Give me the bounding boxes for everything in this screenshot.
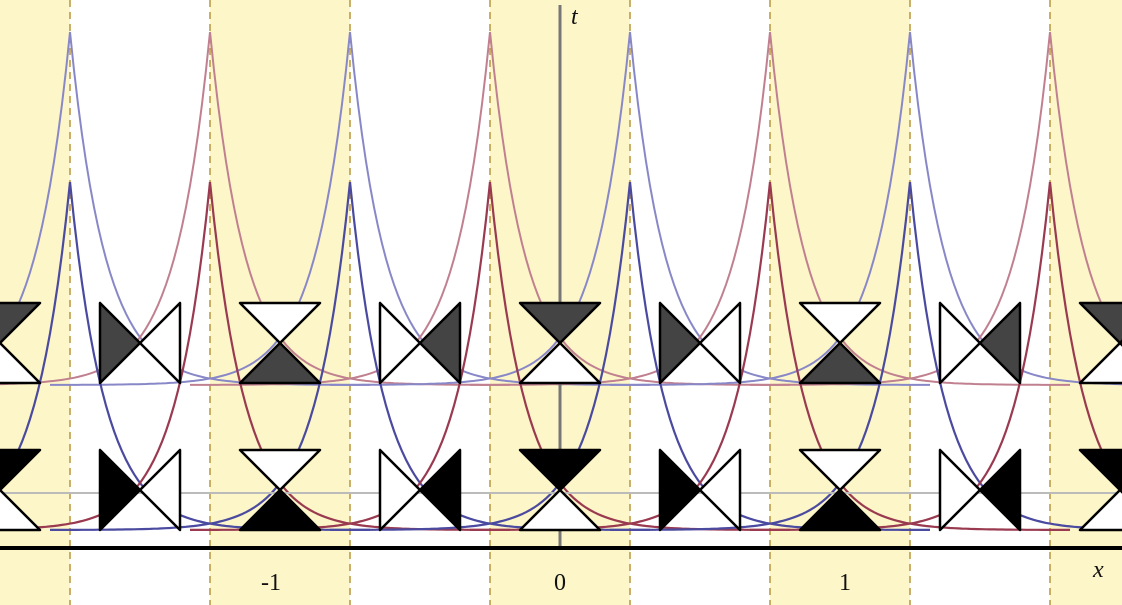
bowtie-half xyxy=(0,341,42,385)
bowtie-half xyxy=(98,301,142,385)
bowtie-half xyxy=(1078,488,1122,532)
bowtie-half xyxy=(378,301,422,385)
cusp-curve xyxy=(0,31,211,386)
bowtie-half xyxy=(0,488,42,532)
bowtie-half xyxy=(658,301,702,385)
bowtie-half xyxy=(1078,448,1122,492)
bowtie-half xyxy=(938,448,982,532)
cusp-curve xyxy=(1048,181,1122,488)
bowtie-half xyxy=(238,301,322,345)
bowtie-half xyxy=(98,448,142,532)
bowtie-half xyxy=(978,448,1022,532)
x-axis-label: x xyxy=(1092,557,1104,583)
cusp-curve xyxy=(0,31,71,339)
bowtie-half xyxy=(698,448,742,532)
bowtie-half xyxy=(518,448,602,492)
cusp-curve xyxy=(1049,31,1122,342)
bowtie-half xyxy=(138,301,182,385)
bowtie-half xyxy=(0,301,42,345)
bowtie-half xyxy=(418,448,462,532)
bowtie-half xyxy=(378,448,422,532)
x-tick-label: 1 xyxy=(839,570,851,596)
cusp-curve xyxy=(908,181,1122,531)
x-tick-label: -1 xyxy=(261,570,281,596)
bowtie-half xyxy=(798,341,882,385)
bowtie-half xyxy=(518,341,602,385)
bowtie-half xyxy=(238,341,322,385)
cusp-curve xyxy=(0,181,72,485)
bowtie-half xyxy=(238,448,322,492)
bowtie-half xyxy=(518,488,602,532)
bowtie-half xyxy=(138,448,182,532)
bowties xyxy=(0,301,1122,532)
bowtie-half xyxy=(1078,341,1122,385)
cusp-curve xyxy=(0,181,212,531)
bowtie-half xyxy=(798,488,882,532)
x-tick-label: 0 xyxy=(554,570,566,596)
bowtie-half xyxy=(238,488,322,532)
bowtie-half xyxy=(418,301,462,385)
bowtie-half xyxy=(978,301,1022,385)
bowtie-half xyxy=(0,448,42,492)
bowtie-half xyxy=(518,301,602,345)
bowtie-half xyxy=(698,301,742,385)
t-axis-label: t xyxy=(571,4,579,30)
bowtie-half xyxy=(658,448,702,532)
bowtie-half xyxy=(798,448,882,492)
bowtie-half xyxy=(798,301,882,345)
bowtie-half xyxy=(1078,301,1122,345)
bowtie-half xyxy=(938,301,982,385)
cusp-curve xyxy=(909,31,1122,386)
